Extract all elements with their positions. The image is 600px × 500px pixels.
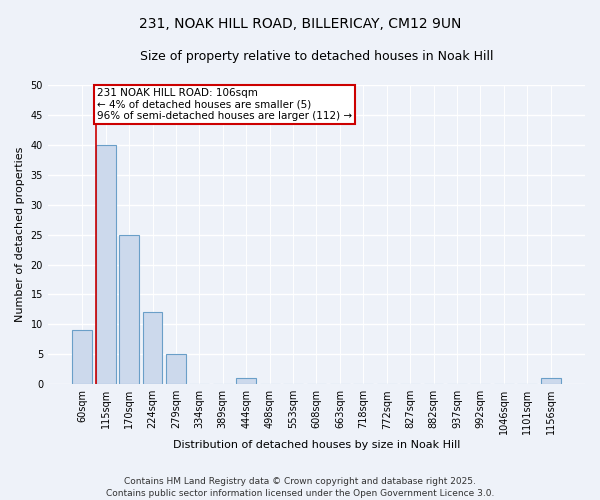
Bar (143, 312, 163, 384)
Bar (119, 234, 139, 384)
Text: Contains HM Land Registry data © Crown copyright and database right 2025.
Contai: Contains HM Land Registry data © Crown c… (106, 476, 494, 498)
Title: Size of property relative to detached houses in Noak Hill: Size of property relative to detached ho… (140, 50, 493, 63)
Bar (166, 354, 186, 384)
X-axis label: Distribution of detached houses by size in Noak Hill: Distribution of detached houses by size … (173, 440, 460, 450)
Y-axis label: Number of detached properties: Number of detached properties (15, 147, 25, 322)
Text: 231 NOAK HILL ROAD: 106sqm
← 4% of detached houses are smaller (5)
96% of semi-d: 231 NOAK HILL ROAD: 106sqm ← 4% of detac… (97, 88, 352, 121)
Bar (541, 378, 560, 384)
Text: 231, NOAK HILL ROAD, BILLERICAY, CM12 9UN: 231, NOAK HILL ROAD, BILLERICAY, CM12 9U… (139, 18, 461, 32)
Bar (96, 145, 116, 384)
Bar (73, 330, 92, 384)
Bar (236, 378, 256, 384)
